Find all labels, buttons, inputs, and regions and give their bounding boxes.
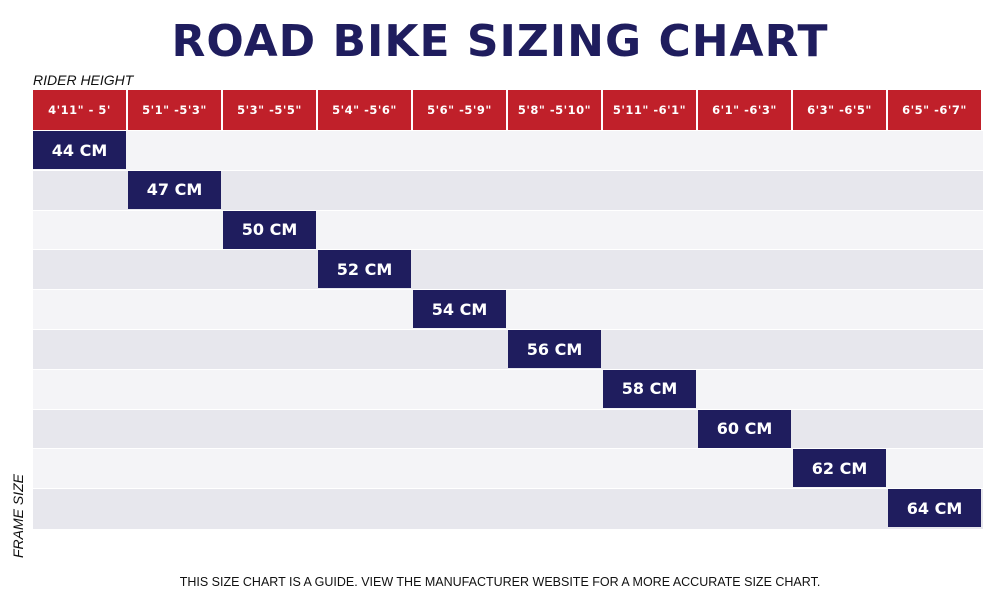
chart-title: ROAD BIKE SIZING CHART <box>171 16 829 67</box>
height-range-header: 5'1" -5'3" <box>128 90 221 130</box>
frame-size-cell: 52 CM <box>318 250 411 289</box>
sizing-grid: 4'11" - 5' 5'1" -5'3" 5'3" -5'5" 5'4" -5'6"… <box>33 90 983 530</box>
height-range-header: 5'6" -5'9" <box>413 90 506 130</box>
frame-size-cell: 44 CM <box>33 131 126 169</box>
table-row <box>33 488 983 530</box>
frame-size-cell: 64 CM <box>888 489 981 528</box>
height-range-header: 6'3" -6'5" <box>793 90 886 130</box>
frame-size-cell: 56 CM <box>508 330 601 368</box>
y-axis-label: FRAME SIZE <box>10 473 26 558</box>
height-range-header: 5'8" -5'10" <box>508 90 601 130</box>
height-range-header: 5'4" -5'6" <box>318 90 411 130</box>
frame-size-cell: 62 CM <box>793 449 886 488</box>
table-row <box>33 289 983 331</box>
height-range-header: 5'3" -5'5" <box>223 90 316 130</box>
table-row <box>33 130 983 171</box>
height-range-header: 6'5" -6'7" <box>888 90 981 130</box>
x-axis-label: RIDER HEIGHT <box>33 72 134 88</box>
footnote: THIS SIZE CHART IS A GUIDE. VIEW THE MAN… <box>179 575 821 589</box>
table-row <box>33 368 983 410</box>
table-row <box>33 249 983 291</box>
height-range-header: 4'11" - 5' <box>33 90 126 130</box>
frame-size-cell: 47 CM <box>128 170 221 209</box>
height-range-header: 6'1" -6'3" <box>698 90 791 130</box>
frame-size-cell: 54 CM <box>413 290 506 329</box>
frame-size-cell: 58 CM <box>603 369 696 408</box>
frame-size-cell: 60 CM <box>698 409 791 448</box>
frame-size-cell: 50 CM <box>223 210 316 249</box>
table-row <box>33 408 983 450</box>
height-range-header: 5'11" -6'1" <box>603 90 696 130</box>
table-row <box>33 209 983 251</box>
